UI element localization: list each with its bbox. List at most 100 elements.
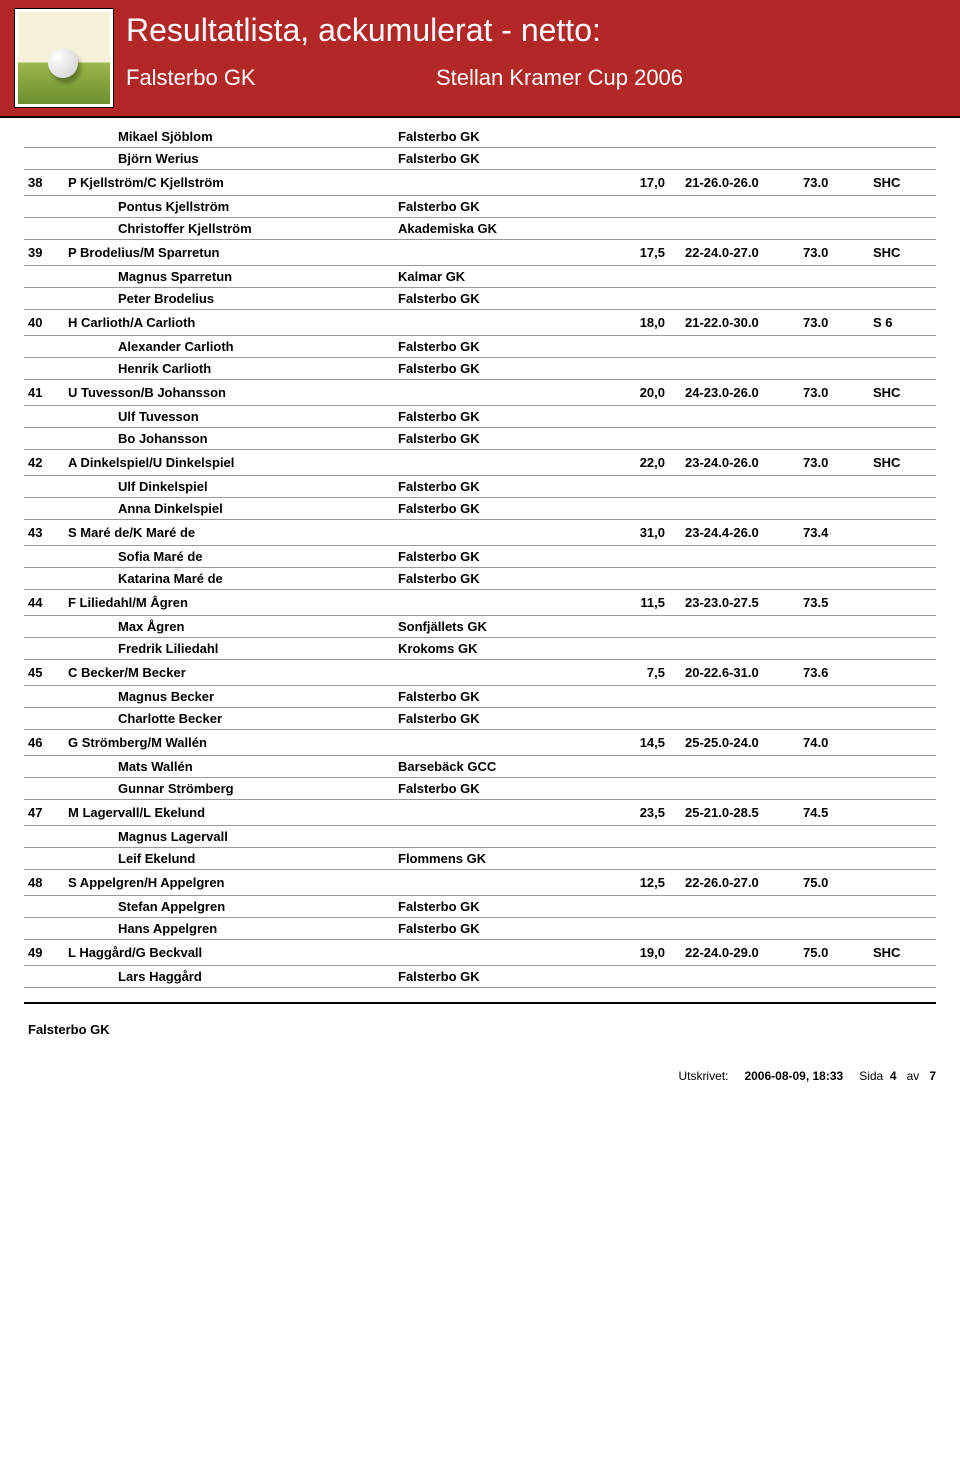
player-row: Anna DinkelspielFalsterbo GK (24, 498, 936, 520)
logo (14, 8, 114, 108)
rank-cell: 45 (24, 660, 64, 686)
note-cell: SHC (869, 240, 936, 266)
note-cell: SHC (869, 450, 936, 476)
player-name: Mikael Sjöblom (114, 126, 394, 148)
player-club: Falsterbo GK (394, 336, 604, 358)
player-row: Mikael SjöblomFalsterbo GK (24, 126, 936, 148)
rounds-cell: 23-23.0-27.5 (669, 590, 799, 616)
player-name: Christoffer Kjellström (114, 218, 394, 240)
player-club: Sonfjällets GK (394, 616, 604, 638)
player-club: Kalmar GK (394, 266, 604, 288)
player-club: Akademiska GK (394, 218, 604, 240)
team-name: F Liliedahl/M Ågren (64, 590, 394, 616)
player-name: Lars Haggård (114, 966, 394, 988)
rank-cell: 43 (24, 520, 64, 546)
rounds-cell: 25-25.0-24.0 (669, 730, 799, 756)
player-club: Falsterbo GK (394, 148, 604, 170)
hcp-cell: 14,5 (604, 730, 669, 756)
hcp-cell: 20,0 (604, 380, 669, 406)
hcp-cell: 17,0 (604, 170, 669, 196)
page-num: 4 (890, 1069, 897, 1083)
player-name: Stefan Appelgren (114, 896, 394, 918)
hcp-cell: 23,5 (604, 800, 669, 826)
rank-cell: 44 (24, 590, 64, 616)
printed-label: Utskrivet: (678, 1069, 728, 1083)
player-club: Barsebäck GCC (394, 756, 604, 778)
team-row: 41U Tuvesson/B Johansson20,024-23.0-26.0… (24, 380, 936, 406)
note-cell: SHC (869, 380, 936, 406)
player-name: Gunnar Strömberg (114, 778, 394, 800)
note-cell (869, 730, 936, 756)
results-content: Mikael SjöblomFalsterbo GKBjörn WeriusFa… (0, 118, 960, 1037)
player-club: Falsterbo GK (394, 288, 604, 310)
rank-cell: 41 (24, 380, 64, 406)
note-cell: SHC (869, 940, 936, 966)
note-cell (869, 520, 936, 546)
player-row: Pontus KjellströmFalsterbo GK (24, 196, 936, 218)
team-row: 45C Becker/M Becker7,520-22.6-31.073.6 (24, 660, 936, 686)
team-row: 38P Kjellström/C Kjellström17,021-26.0-2… (24, 170, 936, 196)
player-name: Magnus Lagervall (114, 826, 394, 848)
player-name: Bo Johansson (114, 428, 394, 450)
hcp-cell: 17,5 (604, 240, 669, 266)
page-of: av (907, 1069, 920, 1083)
player-club: Falsterbo GK (394, 708, 604, 730)
player-row: Stefan AppelgrenFalsterbo GK (24, 896, 936, 918)
player-club: Falsterbo GK (394, 778, 604, 800)
player-row: Bo JohanssonFalsterbo GK (24, 428, 936, 450)
player-row: Gunnar StrömbergFalsterbo GK (24, 778, 936, 800)
team-name: C Becker/M Becker (64, 660, 394, 686)
team-row: 42A Dinkelspiel/U Dinkelspiel22,023-24.0… (24, 450, 936, 476)
score-cell: 74.5 (799, 800, 869, 826)
player-row: Alexander CarliothFalsterbo GK (24, 336, 936, 358)
rounds-cell: 23-24.4-26.0 (669, 520, 799, 546)
player-row: Charlotte BeckerFalsterbo GK (24, 708, 936, 730)
rounds-cell: 22-24.0-27.0 (669, 240, 799, 266)
player-club (394, 826, 604, 848)
team-row: 46G Strömberg/M Wallén14,525-25.0-24.074… (24, 730, 936, 756)
team-name: P Brodelius/M Sparretun (64, 240, 394, 266)
team-name: S Appelgren/H Appelgren (64, 870, 394, 896)
player-club: Falsterbo GK (394, 196, 604, 218)
team-name: M Lagervall/L Ekelund (64, 800, 394, 826)
score-cell: 73.0 (799, 380, 869, 406)
note-cell: SHC (869, 170, 936, 196)
player-name: Magnus Becker (114, 686, 394, 708)
printed-value: 2006-08-09, 18:33 (744, 1069, 843, 1083)
team-row: 48S Appelgren/H Appelgren12,522-26.0-27.… (24, 870, 936, 896)
score-cell: 73.0 (799, 170, 869, 196)
page-label: Sida (859, 1069, 883, 1083)
rank-cell: 40 (24, 310, 64, 336)
player-name: Sofia Maré de (114, 546, 394, 568)
rank-cell: 48 (24, 870, 64, 896)
player-club: Falsterbo GK (394, 476, 604, 498)
page-total: 7 (929, 1069, 936, 1083)
note-cell (869, 590, 936, 616)
score-cell: 73.0 (799, 310, 869, 336)
team-row: 49L Haggård/G Beckvall19,022-24.0-29.075… (24, 940, 936, 966)
player-row: Magnus BeckerFalsterbo GK (24, 686, 936, 708)
team-name: S Maré de/K Maré de (64, 520, 394, 546)
player-row: Sofia Maré deFalsterbo GK (24, 546, 936, 568)
player-club: Falsterbo GK (394, 966, 604, 988)
header-club: Falsterbo GK (126, 65, 436, 91)
hcp-cell: 12,5 (604, 870, 669, 896)
player-name: Alexander Carlioth (114, 336, 394, 358)
team-name: H Carlioth/A Carlioth (64, 310, 394, 336)
score-cell: 73.5 (799, 590, 869, 616)
player-name: Katarina Maré de (114, 568, 394, 590)
header-event: Stellan Kramer Cup 2006 (436, 65, 683, 91)
player-club: Falsterbo GK (394, 358, 604, 380)
player-name: Hans Appelgren (114, 918, 394, 940)
rounds-cell: 21-22.0-30.0 (669, 310, 799, 336)
hcp-cell: 11,5 (604, 590, 669, 616)
player-name: Ulf Tuvesson (114, 406, 394, 428)
team-name: G Strömberg/M Wallén (64, 730, 394, 756)
player-name: Peter Brodelius (114, 288, 394, 310)
player-row: Peter BrodeliusFalsterbo GK (24, 288, 936, 310)
player-club: Falsterbo GK (394, 686, 604, 708)
score-cell: 75.0 (799, 940, 869, 966)
team-row: 47M Lagervall/L Ekelund23,525-21.0-28.57… (24, 800, 936, 826)
player-row: Magnus Lagervall (24, 826, 936, 848)
player-name: Max Ågren (114, 616, 394, 638)
